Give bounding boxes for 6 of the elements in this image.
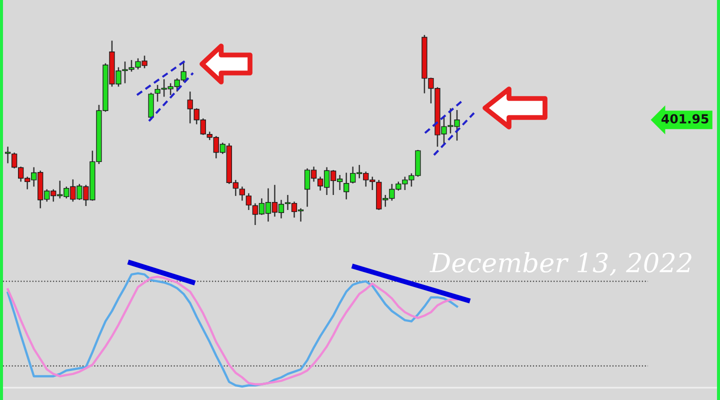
candlestick	[239, 186, 245, 202]
candlestick	[344, 172, 350, 200]
candlestick	[12, 152, 18, 169]
text: 401.95	[662, 114, 708, 124]
candlestick	[187, 90, 193, 124]
candlestick	[246, 192, 252, 211]
